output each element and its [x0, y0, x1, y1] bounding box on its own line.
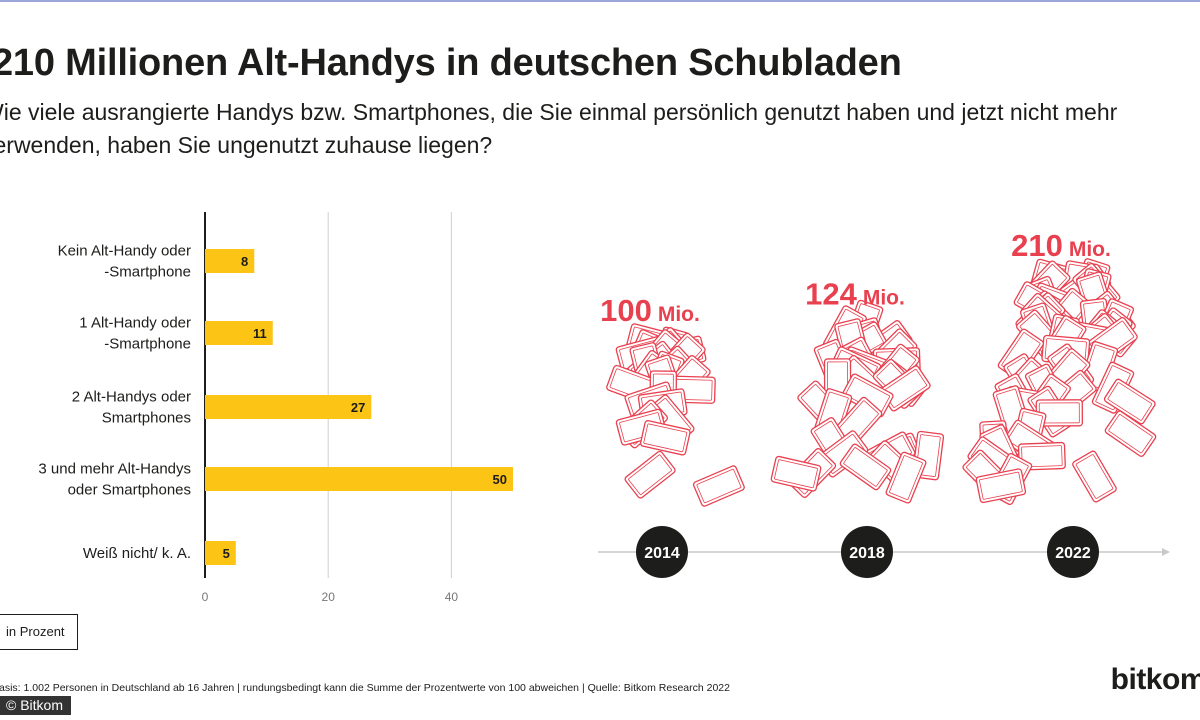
category-label: 3 und mehr Alt-Handys [38, 461, 191, 478]
chart-subtitle: Wie viele ausrangierte Handys bzw. Smart… [0, 99, 1118, 158]
year-label: 2022 [1055, 545, 1091, 562]
x-tick-label: 20 [322, 590, 336, 604]
year-badge [636, 526, 688, 578]
category-label: 1 Alt-Handy oder [79, 315, 191, 332]
category-label: -Smartphone [104, 336, 191, 353]
year-badge [1047, 526, 1099, 578]
category-label: Smartphones [102, 410, 191, 427]
bitkom-logo: bitkom [1110, 663, 1200, 696]
top-rule [0, 0, 1200, 2]
category-label: 2 Alt-Handys oder [72, 389, 191, 406]
source-footnote: Basis: 1.002 Personen in Deutschland ab … [0, 682, 730, 694]
pile-value-label: 100 Mio. [600, 293, 700, 328]
phone-pile [606, 323, 745, 507]
pile-value-number: 210 [1011, 228, 1063, 263]
phone-icon [639, 420, 691, 456]
category-label: Kein Alt-Handy oder [58, 243, 191, 260]
bar-value-label: 50 [493, 472, 507, 487]
pile-value-number: 124 [805, 277, 857, 312]
phone-icon [839, 443, 892, 491]
bar-value-label: 5 [223, 546, 230, 561]
category-label: -Smartphone [104, 264, 191, 281]
chart-title: 210 Millionen Alt-Handys in deutschen Sc… [0, 42, 902, 84]
pile-value-unit: Mio. [863, 287, 905, 310]
year-badge [841, 526, 893, 578]
phone-pile [962, 258, 1157, 506]
bar [205, 395, 372, 419]
phone-icon [692, 465, 745, 507]
pile-value-unit: Mio. [658, 303, 700, 326]
pile-value-label: 124 Mio. [805, 277, 905, 312]
pile-value-number: 100 [600, 293, 652, 328]
phone-icon [1104, 410, 1157, 457]
bar-value-label: 8 [241, 254, 248, 269]
x-tick-label: 40 [445, 590, 459, 604]
year-label: 2014 [644, 545, 680, 562]
bar-value-label: 27 [351, 400, 365, 415]
phone-icon [624, 450, 676, 499]
phone-icon [885, 451, 927, 504]
category-label: oder Smartphones [68, 482, 191, 499]
bar [205, 541, 236, 565]
bar [205, 249, 255, 273]
pictogram-chart: 100 Mio. 2014 124 Mio. 2018 210 Mio. 2022 [598, 228, 1170, 578]
pile-value-label: 210 Mio. [1011, 228, 1111, 263]
x-tick-label: 0 [202, 590, 209, 604]
phone-icon [770, 455, 822, 492]
phone-icon [975, 468, 1027, 504]
year-label: 2018 [849, 545, 885, 562]
bar [205, 321, 273, 345]
unit-label: in Prozent [0, 614, 78, 650]
bar [205, 467, 513, 491]
phone-pile [770, 299, 945, 504]
copyright-badge: © Bitkom [0, 696, 71, 715]
bar-chart: 0 20 40 8 Kein Alt-Handy oder -Smartphone 11 1 … [38, 212, 513, 604]
phone-icon [1072, 450, 1117, 503]
category-label: Weiß nicht/ k. A. [83, 545, 191, 562]
pile-value-unit: Mio. [1069, 238, 1111, 261]
timeline-arrow [1162, 548, 1170, 556]
bar-value-label: 11 [253, 326, 267, 341]
